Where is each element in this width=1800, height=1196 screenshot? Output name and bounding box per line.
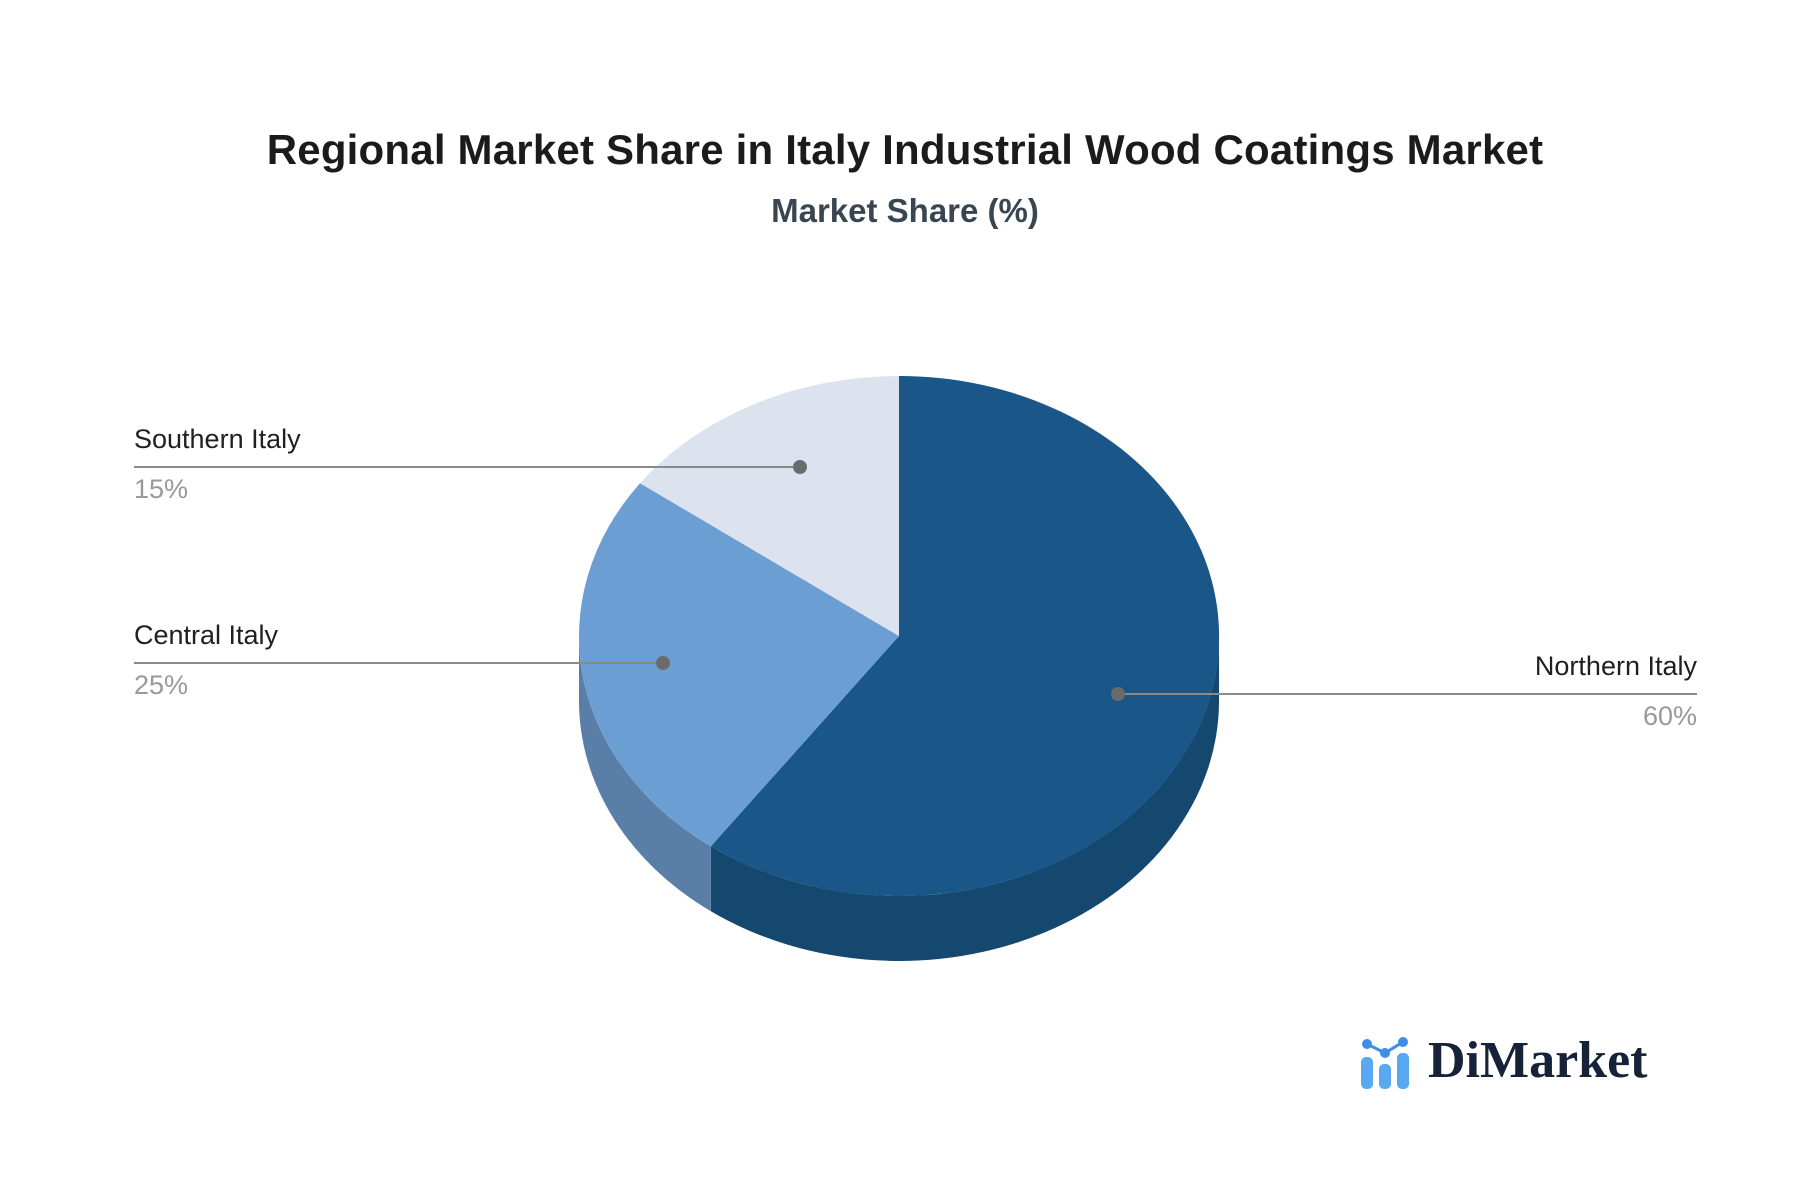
pie-slices: [579, 376, 1220, 896]
pie-slice-central-italy[interactable]: [579, 483, 899, 847]
dimarket-logo: DiMarket: [1358, 1032, 1648, 1090]
pie-slice-northern-italy[interactable]: [710, 376, 1220, 896]
southern-italy-label: Southern Italy: [134, 424, 301, 454]
pie-3d-sides: [579, 636, 1219, 961]
northern-italy-label: Northern Italy: [1534, 651, 1697, 681]
pie-slice-side-central-italy: [579, 636, 711, 912]
southern-italy-value: 15%: [134, 474, 189, 504]
chart-subtitle: Market Share (%): [771, 192, 1039, 229]
callout-connectors: [134, 460, 1697, 701]
pie-slice-side-northern-italy: [710, 636, 1219, 961]
southern-callout-dot: [793, 460, 807, 474]
northern-callout-dot: [1111, 687, 1125, 701]
pie-slice-southern-italy[interactable]: [640, 376, 899, 636]
northern-italy-value: 60%: [1642, 701, 1697, 731]
central-italy-label: Central Italy: [134, 620, 279, 650]
central-italy-value: 25%: [134, 670, 189, 700]
central-callout-dot: [656, 656, 670, 670]
chart-title: Regional Market Share in Italy Industria…: [266, 126, 1544, 173]
logo-text: DiMarket: [1428, 1032, 1648, 1089]
bar-chart-trend-icon: [1361, 1037, 1409, 1090]
